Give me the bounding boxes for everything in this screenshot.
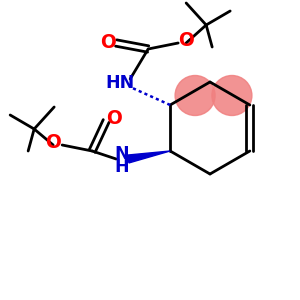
Polygon shape [128,151,170,163]
Text: O: O [100,32,116,52]
Text: N: N [115,145,130,163]
Text: O: O [178,32,194,50]
Circle shape [175,76,215,116]
Text: O: O [45,134,61,152]
Circle shape [212,76,252,116]
Text: HN: HN [106,74,135,92]
Text: H: H [115,158,130,176]
Text: O: O [106,110,122,128]
